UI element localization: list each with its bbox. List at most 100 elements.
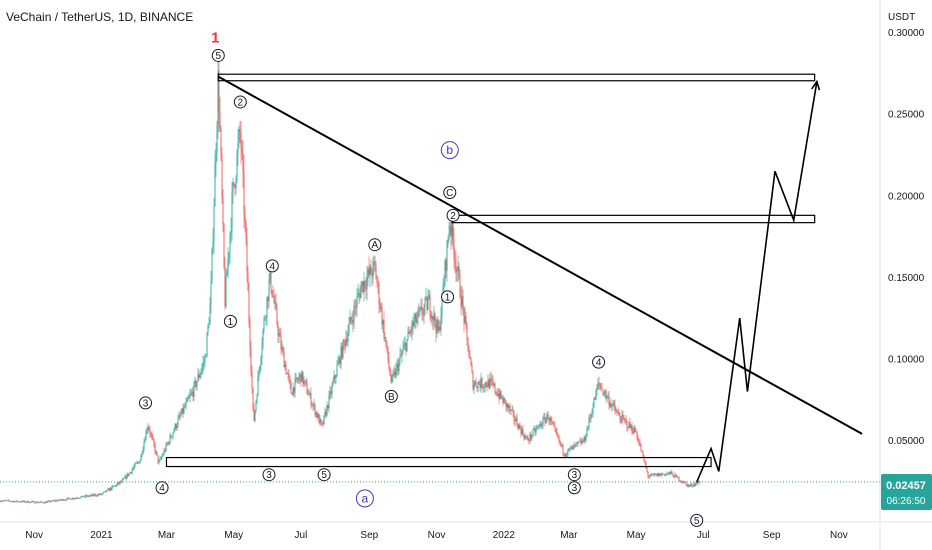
candle-body [596,388,598,391]
wave-label-circle [262,468,276,482]
candle-body [245,221,247,239]
candle-body [298,377,300,381]
candle-body [367,268,369,278]
candle-body [231,192,233,231]
candle-body [607,396,609,398]
candle-body [674,474,676,478]
candle-body [246,238,248,274]
price-axis-panel[interactable] [880,0,932,550]
candle-body [289,377,291,383]
candle-body [290,382,292,393]
candle-body [272,296,274,297]
candle-body [309,393,311,395]
wave-label-text: 1 [445,292,451,303]
candle-body [438,326,440,331]
candle-body [402,348,404,354]
candle-body [449,225,451,234]
candle-body [46,501,48,503]
candle-body [640,444,642,452]
candle-body [88,495,90,497]
candle-body [678,477,680,481]
wave-label-text: A [371,240,378,251]
candle-body [55,500,57,502]
candle-body [635,431,637,433]
wave-label-circle [139,396,153,410]
candle-body [199,374,201,378]
candle-body [565,454,567,457]
candle-body [335,376,337,379]
candle-body [486,385,488,387]
candle-body [439,326,441,331]
wave-label-text: 1 [211,30,219,47]
candle-body [358,293,360,295]
candle-body [177,418,179,426]
candle-body [690,484,692,486]
candle-body [353,305,355,324]
candle-body [68,497,70,499]
candle-body [448,233,450,240]
candle-body [680,481,682,482]
candle-body [127,474,129,476]
candle-body [689,485,691,487]
candle-body [628,422,630,428]
candle-body [492,381,494,386]
candle-body [124,476,126,479]
candle-body [467,337,469,352]
candle-body [422,314,424,316]
candle-body [409,331,411,334]
candle-body [554,425,556,429]
candle-body [190,393,192,395]
candle-body [513,411,515,420]
plot-area[interactable] [0,0,880,522]
candle-body [111,486,113,490]
candle-body [368,268,370,276]
candle-body [204,356,206,363]
candle-body [282,347,284,352]
wave-label-text: 3 [572,470,578,481]
candle-body [247,273,249,292]
candle-body [686,483,688,487]
candle-body [244,214,246,222]
candle-body [623,417,625,420]
candle-body [575,443,577,445]
candle-body [471,365,473,373]
candle-body [385,337,387,345]
candle-body [568,448,570,450]
candle-body [683,481,685,483]
candle-body [541,425,543,427]
candle-body [251,371,253,388]
candle-body [22,500,24,502]
candle-body [326,405,328,416]
candle-body [236,153,238,180]
candle-body [304,380,306,382]
candle-body [181,408,183,415]
candle-body [450,225,452,237]
candle-body [665,473,667,476]
candle-body [469,355,471,359]
candle-body [396,363,398,368]
wave-label: b [440,141,459,160]
candle-body [391,375,393,382]
candle-body [638,441,640,443]
candle-body [139,460,141,464]
candle-body [380,307,382,309]
candle-body [408,331,410,334]
candle-body [600,385,602,389]
candle-body [287,373,289,375]
candle-body [129,472,131,473]
candle-body [157,455,159,463]
candle-body [7,500,9,501]
candle-body [445,260,447,271]
candle-body [470,358,472,366]
time-axis-ticks: Nov 2021 Mar May Jul Sep Nov 2022 Mar May Jul Sep No… [25,530,848,541]
candle-body [699,482,701,484]
candle-body [20,501,22,503]
candle-body [583,437,585,442]
candle-body [148,427,150,431]
candle-body [34,502,36,504]
candle-body [629,422,631,428]
candle-body [198,374,200,378]
candle-body [564,454,566,457]
candle-body [184,406,186,408]
